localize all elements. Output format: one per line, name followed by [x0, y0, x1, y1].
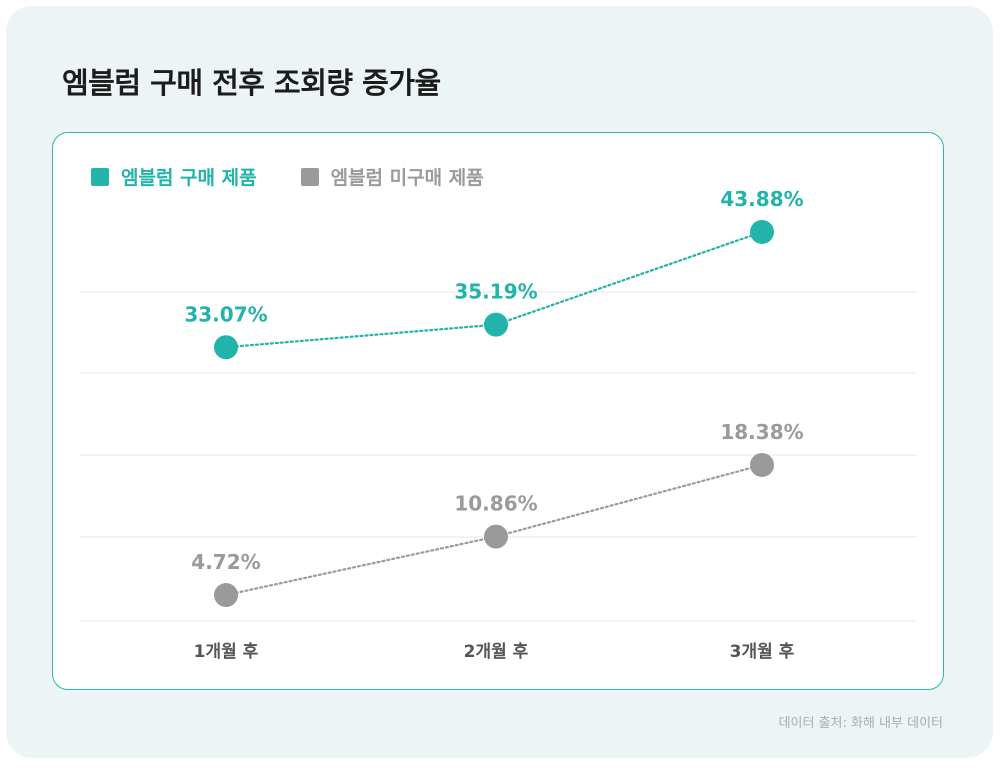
data-label: 33.07%: [184, 302, 267, 326]
data-point: [214, 335, 238, 360]
data-label: 35.19%: [454, 280, 537, 304]
legend-label-purchased: 엠블럼 구매 제품: [121, 167, 257, 189]
legend-item-not-purchased: 엠블럼 미구매 제품: [300, 163, 484, 190]
data-label: 4.72%: [191, 550, 260, 574]
chart-card: 엠블럼 구매 제품 엠블럼 미구매 제품: [52, 132, 944, 690]
legend: 엠블럼 구매 제품 엠블럼 미구매 제품: [91, 163, 484, 190]
x-tick-label: 3개월 후: [730, 641, 795, 662]
x-tick-label: 2개월 후: [464, 641, 529, 662]
legend-item-purchased: 엠블럼 구매 제품: [91, 163, 257, 190]
data-point: [484, 312, 508, 337]
data-point: [750, 219, 774, 244]
data-label: 18.38%: [720, 420, 803, 444]
data-source-note: 데이터 출처: 화해 내부 데이터: [778, 716, 943, 731]
x-tick-label: 1개월 후: [194, 641, 259, 662]
data-label: 43.88%: [720, 187, 803, 211]
data-label: 10.86%: [454, 492, 537, 516]
data-point: [214, 583, 238, 608]
legend-swatch-not-purchased: [300, 167, 319, 186]
legend-label-not-purchased: 엠블럼 미구매 제품: [330, 167, 484, 189]
data-point: [484, 524, 508, 549]
legend-swatch-purchased: [91, 167, 109, 186]
chart-title: 엠블럼 구매 전후 조회량 증가율: [62, 66, 441, 100]
data-point: [750, 452, 774, 477]
